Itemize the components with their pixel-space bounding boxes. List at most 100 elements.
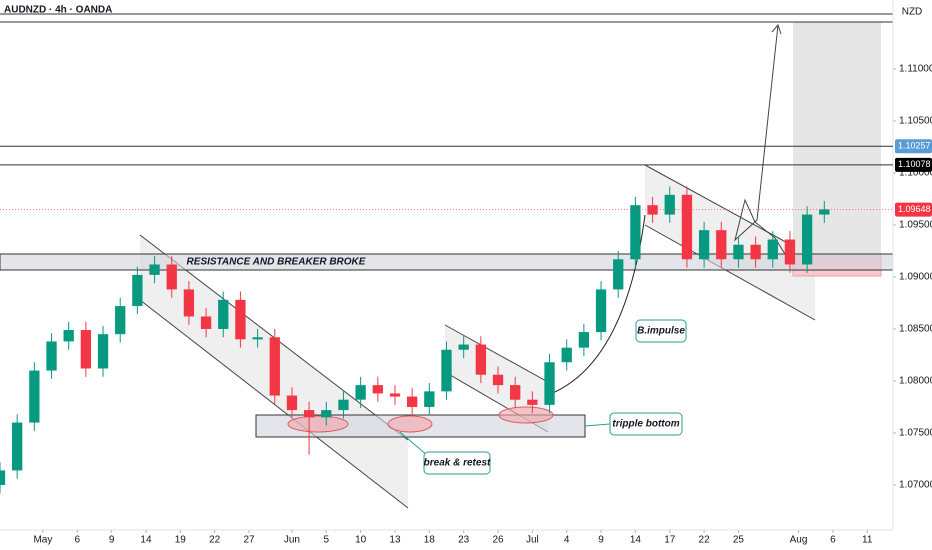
- candle-body: [115, 306, 126, 335]
- candle-body: [595, 289, 607, 333]
- candle-body: [544, 362, 555, 405]
- bottom-marker: [287, 415, 349, 433]
- x-tick-label: 23: [458, 535, 470, 546]
- price-label: 1.09648: [898, 204, 931, 214]
- callout-box: [635, 319, 687, 343]
- x-tick-label: 11: [862, 535, 873, 546]
- candle-body: [441, 349, 452, 392]
- candle-body: [46, 341, 57, 371]
- candle-body: [303, 410, 315, 418]
- candle-body: [630, 205, 641, 260]
- projection-arrow: [734, 24, 791, 263]
- y-tick-label: 1.10500: [899, 116, 932, 127]
- candle-body: [527, 399, 538, 405]
- x-tick-label: 14: [630, 535, 642, 546]
- annotation: break & retest: [424, 458, 491, 469]
- channel-line: [644, 224, 816, 321]
- candle-body: [784, 239, 796, 265]
- candle-body: [149, 264, 160, 275]
- y-tick-label: 1.07000: [899, 480, 932, 491]
- x-tick-label: 22: [699, 535, 711, 546]
- callout-box: [423, 451, 491, 475]
- x-tick-label: 17: [664, 535, 676, 546]
- x-tick-label: 6: [830, 535, 836, 546]
- y-tick-label: 1.09000: [899, 272, 932, 283]
- candle-body: [733, 244, 744, 260]
- x-tick-label: Jun: [284, 535, 300, 546]
- x-tick-label: 6: [74, 535, 80, 546]
- chart-title: AUDNZD · 4h · OANDA: [4, 5, 112, 16]
- candle-body: [716, 230, 727, 260]
- y-tick-label: 1.10000: [899, 168, 932, 179]
- candle-body: [407, 396, 418, 407]
- y-tick-label: 1.07500: [899, 428, 932, 439]
- candle-body: [578, 332, 590, 348]
- candle-body: [80, 330, 92, 369]
- bottom-marker: [387, 415, 433, 433]
- candle-body: [235, 299, 246, 340]
- price-label-box: [895, 157, 932, 172]
- channel-line: [444, 324, 549, 383]
- arrow-head: [771, 24, 782, 35]
- x-tick-label: 26: [492, 535, 504, 546]
- candle-body: [12, 422, 23, 471]
- candle-body: [97, 334, 109, 369]
- annotation: RESISTANCE AND BREAKER BROKE: [187, 257, 366, 268]
- candle-body: [613, 259, 624, 290]
- bottom-marker: [498, 406, 554, 424]
- candle-body: [355, 385, 366, 400]
- candle-body: [510, 385, 521, 400]
- currency-label: NZD: [902, 7, 923, 18]
- candle-body: [561, 347, 572, 363]
- x-tick-label: 27: [243, 535, 255, 546]
- candle-body: [200, 316, 212, 329]
- x-tick-label: Aug: [790, 535, 808, 546]
- candle-body: [750, 244, 761, 260]
- candle-body: [183, 289, 195, 317]
- candle-body: [767, 239, 778, 260]
- annotation: B.impulse: [637, 326, 685, 337]
- candle-body: [269, 337, 280, 396]
- candle-body: [424, 391, 435, 407]
- candle-body: [819, 209, 830, 215]
- candle-body: [492, 374, 504, 386]
- x-tick-label: 19: [175, 535, 187, 546]
- candle-body: [647, 205, 658, 215]
- y-tick-label: 1.09500: [899, 220, 932, 231]
- y-tick-label: 1.11000: [899, 64, 932, 75]
- candle-body: [458, 344, 469, 350]
- x-tick-label: 4: [564, 535, 570, 546]
- candle-body: [389, 393, 401, 397]
- x-tick-label: 10: [355, 535, 367, 546]
- callout-pointer: [584, 423, 611, 427]
- x-tick-label: 5: [324, 535, 330, 546]
- candle-body: [664, 194, 675, 215]
- candle-body: [166, 264, 177, 290]
- candle-body: [132, 274, 143, 307]
- x-tick-label: 22: [209, 535, 221, 546]
- x-tick-label: 9: [598, 535, 604, 546]
- callout-pointer: [399, 431, 429, 457]
- price-label: 1.10078: [898, 159, 931, 169]
- x-tick-label: 25: [733, 535, 745, 546]
- price-label: 1.10257: [898, 141, 931, 151]
- candle-body: [321, 410, 332, 418]
- candle-body: [475, 344, 486, 375]
- annotation: tripple bottom: [612, 419, 679, 430]
- candle-body: [286, 395, 298, 411]
- price-label-box: [895, 202, 932, 217]
- candle-body: [0, 470, 6, 485]
- candle-body: [29, 370, 40, 423]
- x-tick-label: 18: [424, 535, 436, 546]
- x-tick-label: Jul: [526, 535, 539, 546]
- candle-body: [338, 399, 349, 411]
- y-tick-label: 1.08000: [899, 376, 932, 387]
- channel-line: [139, 299, 409, 509]
- candle-body: [698, 230, 710, 260]
- candle-body: [372, 385, 383, 394]
- x-tick-label: 13: [389, 535, 401, 546]
- x-tick-label: 14: [140, 535, 152, 546]
- x-tick-label: May: [33, 535, 52, 546]
- candle-body: [801, 214, 813, 265]
